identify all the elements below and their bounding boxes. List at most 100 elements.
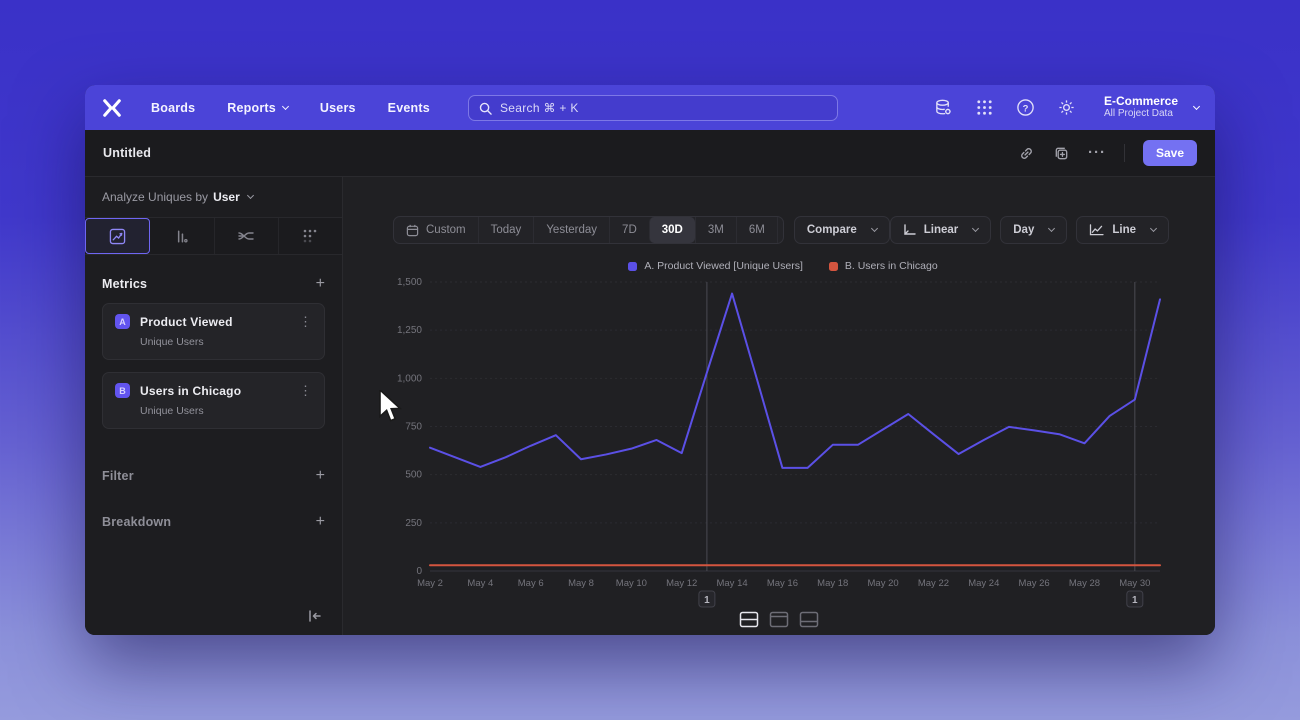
help-icon[interactable]: ? — [1016, 98, 1035, 117]
y-axis-label: 1,500 — [397, 277, 422, 288]
annotation-badge[interactable]: 1 — [698, 590, 716, 608]
layout-chart-only-icon[interactable] — [769, 611, 789, 628]
nav-item-label: Users — [319, 100, 356, 115]
legend-item[interactable]: B. Users in Chicago — [828, 260, 938, 272]
date-range-segmented: Custom Today Yesterday 7D 30D 3M 6M 12M — [393, 216, 784, 244]
range-6m[interactable]: 6M — [735, 217, 777, 243]
analyze-value: User — [213, 190, 240, 204]
collapse-sidebar-icon[interactable] — [308, 610, 322, 622]
metric-title: Users in Chicago — [140, 383, 242, 398]
metric-title: Product Viewed — [140, 314, 233, 329]
x-axis-label: May 28 — [1069, 578, 1100, 589]
add-breakdown-button[interactable]: + — [315, 513, 325, 530]
nav-item-reports[interactable]: Reports — [227, 101, 289, 115]
chart-type-tabs — [85, 218, 342, 255]
report-title[interactable]: Untitled — [103, 146, 152, 160]
legend-label: A. Product Viewed [Unique Users] — [644, 260, 803, 272]
range-yesterday[interactable]: Yesterday — [533, 217, 609, 243]
search-icon — [479, 102, 492, 115]
chevron-down-icon — [1149, 224, 1158, 233]
project-name: E-Commerce — [1103, 94, 1178, 108]
range-label: 6M — [748, 224, 765, 236]
metric-card-a[interactable]: A Product Viewed ⋮ Unique Users — [102, 303, 325, 360]
x-axis-label: May 24 — [968, 578, 999, 589]
compare-label: Compare — [806, 224, 857, 236]
mixpanel-logo-icon[interactable] — [101, 98, 123, 118]
chevron-down-icon — [972, 224, 980, 233]
save-button[interactable]: Save — [1142, 140, 1197, 166]
nav-item-users[interactable]: Users — [320, 101, 356, 115]
project-scope: All Project Data — [1103, 108, 1173, 119]
range-30d[interactable]: 30D — [648, 217, 695, 243]
project-selector[interactable]: E-Commerce All Project Data — [1103, 94, 1201, 120]
data-management-icon[interactable] — [934, 98, 953, 117]
kebab-menu-icon[interactable]: ⋮ — [299, 382, 312, 398]
more-icon[interactable]: ··· — [1087, 144, 1106, 161]
granularity-dropdown[interactable]: Day — [1000, 216, 1068, 244]
compare-dropdown[interactable]: Compare — [793, 216, 890, 244]
x-axis-label: May 14 — [716, 578, 747, 589]
app-window: Boards Reports Users Events Search ⌘ + K — [85, 85, 1215, 635]
x-axis-label: May 30 — [1119, 578, 1150, 589]
metrics-label: Metrics — [102, 277, 148, 291]
x-axis-label: May 18 — [817, 578, 848, 589]
annotation-badge[interactable]: 1 — [1126, 590, 1144, 608]
range-label: 3M — [707, 224, 724, 236]
tab-insights-line[interactable] — [85, 218, 151, 254]
kebab-menu-icon[interactable]: ⋮ — [299, 313, 312, 329]
x-axis-label: May 12 — [666, 578, 697, 589]
metric-letter-badge: B — [115, 383, 130, 398]
chevron-down-icon — [1048, 224, 1056, 233]
x-axis-label: May 6 — [518, 578, 544, 589]
tab-bar-chart[interactable] — [150, 218, 215, 254]
apps-grid-icon[interactable] — [975, 98, 994, 117]
chevron-down-icon — [870, 224, 878, 233]
x-axis-label: May 16 — [767, 578, 798, 589]
add-metric-button[interactable]: + — [315, 275, 325, 292]
scale-dropdown[interactable]: Linear — [889, 216, 992, 244]
add-filter-button[interactable]: + — [315, 467, 325, 484]
svg-text:1: 1 — [1132, 595, 1138, 606]
report-header: Untitled ··· Save — [85, 130, 1215, 177]
nav-item-label: Events — [387, 100, 430, 115]
metric-list: A Product Viewed ⋮ Unique Users B Users in Ch… — [102, 303, 325, 429]
charttype-dropdown[interactable]: Line — [1076, 216, 1169, 244]
chevron-down-icon — [246, 191, 254, 200]
range-3m[interactable]: 3M — [694, 217, 736, 243]
range-label: Custom — [426, 224, 466, 236]
chevron-down-icon — [1192, 102, 1201, 110]
duplicate-icon[interactable] — [1053, 145, 1070, 162]
series-line — [429, 292, 1161, 469]
filter-label: Filter — [102, 469, 134, 483]
range-12m[interactable]: 12M — [776, 217, 783, 243]
metric-subtitle: Unique Users — [140, 405, 204, 417]
y-axis-label: 250 — [405, 518, 422, 529]
metric-card-b[interactable]: B Users in Chicago ⋮ Unique Users — [102, 372, 325, 429]
layout-split-icon[interactable] — [739, 611, 759, 628]
tab-retention[interactable] — [279, 218, 342, 254]
tab-flows[interactable] — [215, 218, 279, 254]
analyze-by-dropdown[interactable]: Analyze Uniques by User — [85, 177, 342, 218]
layout-table-only-icon[interactable] — [799, 611, 819, 628]
nav-item-label: Boards — [151, 100, 196, 115]
search-input[interactable]: Search ⌘ + K — [468, 95, 838, 121]
range-label: Yesterday — [546, 224, 598, 236]
svg-text:?: ? — [1023, 103, 1029, 114]
range-7d[interactable]: 7D — [609, 217, 649, 243]
x-axis-label: May 4 — [467, 578, 493, 589]
line-chart[interactable]: 0 250 500 750 1,000 1,250 1,500 1 1 May 2 May 4 May… — [383, 277, 1183, 617]
analyze-label: Analyze Uniques by — [102, 190, 209, 204]
range-label: Today — [490, 224, 522, 236]
legend-swatch — [828, 261, 838, 271]
line-chart-icon — [1090, 224, 1104, 236]
chart-legend: A. Product Viewed [Unique Users] B. Users… — [383, 260, 1183, 272]
settings-gear-icon[interactable] — [1057, 98, 1076, 117]
range-today[interactable]: Today — [477, 217, 534, 243]
chart-panel: Custom Today Yesterday 7D 30D 3M 6M 12M Compare… — [343, 177, 1215, 635]
legend-item[interactable]: A. Product Viewed [Unique Users] — [628, 260, 803, 272]
nav-item-boards[interactable]: Boards — [151, 101, 195, 115]
range-custom[interactable]: Custom — [394, 217, 478, 243]
nav-item-events[interactable]: Events — [388, 101, 430, 115]
link-icon[interactable] — [1018, 145, 1035, 162]
x-axis-label: May 2 — [417, 578, 443, 589]
